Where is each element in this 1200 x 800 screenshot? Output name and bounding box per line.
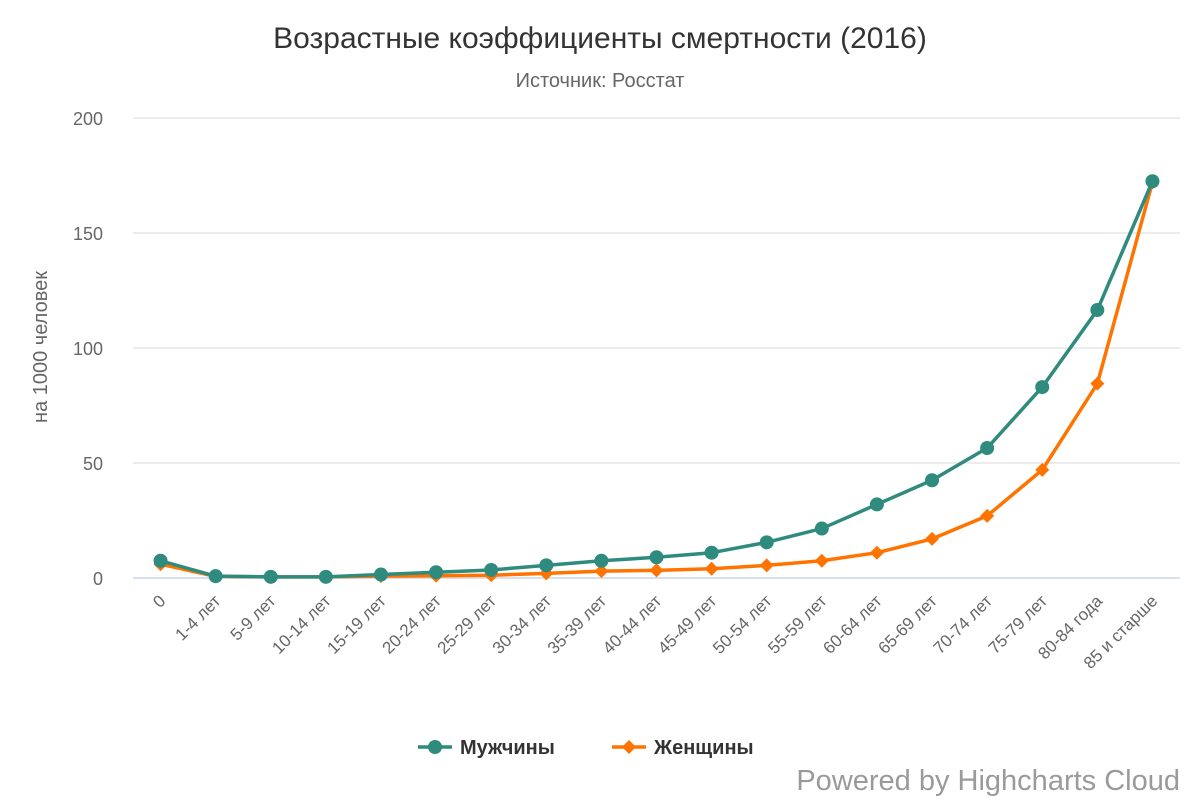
y-tick-label: 150 [73, 224, 103, 244]
legend-label: Женщины [653, 737, 754, 759]
x-tick-label: 70-74 лет [930, 591, 996, 657]
y-tick-label: 200 [73, 109, 103, 129]
data-point[interactable] [704, 561, 719, 576]
data-point[interactable] [814, 553, 829, 568]
data-point[interactable] [539, 558, 554, 573]
data-point[interactable] [649, 563, 664, 578]
y-axis-ticks: 0 50 100 150 200 [73, 109, 103, 589]
data-point[interactable] [869, 545, 884, 560]
data-point[interactable] [814, 521, 829, 536]
x-tick-label: 65-69 лет [875, 591, 941, 657]
data-point[interactable] [594, 564, 609, 579]
legend-item-women[interactable]: Женщины [612, 737, 754, 759]
x-tick-label: 60-64 лет [819, 591, 885, 657]
data-point[interactable] [704, 545, 719, 560]
x-tick-label: 35-39 лет [544, 591, 610, 657]
legend-label: Мужчины [460, 737, 555, 759]
series-women [153, 175, 1160, 584]
legend-marker-diamond [622, 740, 636, 754]
data-point[interactable] [925, 473, 940, 488]
y-tick-label: 50 [83, 454, 103, 474]
data-point[interactable] [1035, 380, 1050, 395]
x-tick-label: 50-54 лет [709, 591, 775, 657]
data-point[interactable] [594, 553, 609, 568]
data-point[interactable] [484, 562, 499, 577]
x-tick-label: 25-29 лет [434, 591, 500, 657]
gridlines [133, 117, 1180, 579]
x-tick-label: 40-44 лет [599, 591, 665, 657]
data-point[interactable] [153, 553, 168, 568]
x-tick-label: 0 [149, 591, 169, 611]
data-point[interactable] [1035, 462, 1050, 477]
legend-marker-circle [428, 740, 442, 754]
credits-link[interactable]: Powered by Highcharts Cloud [796, 765, 1180, 797]
data-point[interactable] [759, 558, 774, 573]
x-tick-label: 45-49 лет [654, 591, 720, 657]
y-axis-title: на 1000 человек [30, 271, 52, 423]
x-tick-label: 10-14 лет [268, 591, 334, 657]
data-point[interactable] [429, 565, 444, 580]
data-point[interactable] [649, 550, 664, 565]
data-point[interactable] [980, 508, 995, 523]
series-men [153, 174, 1160, 584]
series-line [158, 180, 1155, 579]
data-point[interactable] [373, 567, 388, 582]
data-point[interactable] [1090, 376, 1105, 391]
series-line [158, 179, 1155, 579]
data-point[interactable] [318, 569, 333, 584]
x-tick-label: 1-4 лет [172, 591, 225, 644]
data-point[interactable] [925, 531, 940, 546]
chart-title: Возрастные коэффициенты смертности (2016… [273, 22, 927, 55]
data-point[interactable] [759, 535, 774, 550]
data-point[interactable] [263, 569, 278, 584]
legend[interactable]: Мужчины Женщины [418, 737, 754, 759]
y-tick-label: 100 [73, 339, 103, 359]
x-tick-label: 15-19 лет [323, 591, 389, 657]
x-tick-label: 5-9 лет [227, 591, 280, 644]
y-tick-label: 0 [93, 569, 103, 589]
x-tick-label: 30-34 лет [489, 591, 555, 657]
x-tick-label: 20-24 лет [379, 591, 445, 657]
data-point[interactable] [869, 497, 884, 512]
legend-item-men[interactable]: Мужчины [418, 737, 555, 759]
data-point[interactable] [980, 441, 995, 456]
data-point[interactable] [1090, 303, 1105, 318]
data-point[interactable] [208, 569, 223, 584]
data-point[interactable] [1145, 174, 1160, 189]
chart-subtitle: Источник: Росстат [516, 70, 685, 92]
series [153, 174, 1160, 584]
x-tick-label: 55-59 лет [764, 591, 830, 657]
